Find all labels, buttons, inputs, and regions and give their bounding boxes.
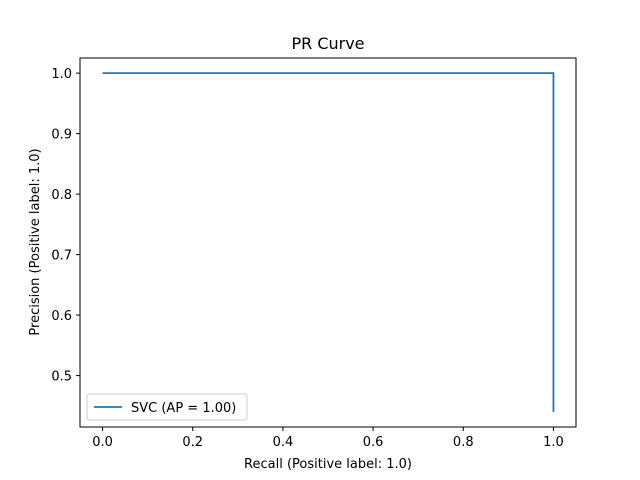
- chart-title: PR Curve: [291, 34, 364, 53]
- x-axis: 0.0 0.2 0.4 0.6 0.8 1.0: [92, 427, 564, 450]
- y-tick-label: 1.0: [51, 67, 72, 82]
- legend-label: SVC (AP = 1.00): [131, 401, 236, 416]
- y-axis-label: Precision (Positive label: 1.0): [28, 148, 43, 335]
- x-tick-label: 1.0: [543, 435, 564, 450]
- series-layer: [102, 72, 555, 412]
- y-tick-label: 0.5: [51, 370, 72, 385]
- x-axis-label: Recall (Positive label: 1.0): [244, 457, 412, 472]
- x-tick-label: 0.6: [363, 435, 384, 450]
- y-tick-label: 0.8: [51, 188, 72, 203]
- y-tick-label: 0.6: [51, 309, 72, 324]
- x-tick-label: 0.2: [182, 435, 203, 450]
- series-line-0: [102, 72, 555, 412]
- plot-area-frame: [79, 57, 577, 428]
- y-tick-label: 0.9: [51, 128, 72, 143]
- x-tick-label: 0.0: [92, 435, 113, 450]
- x-tick-label: 0.8: [453, 435, 474, 450]
- y-axis: 0.5 0.6 0.7 0.8 0.9 1.0: [51, 67, 80, 385]
- legend-box: [86, 393, 248, 421]
- legend: SVC (AP = 1.00): [86, 393, 248, 421]
- x-tick-label: 0.4: [273, 435, 294, 450]
- y-tick-label: 0.7: [51, 249, 72, 264]
